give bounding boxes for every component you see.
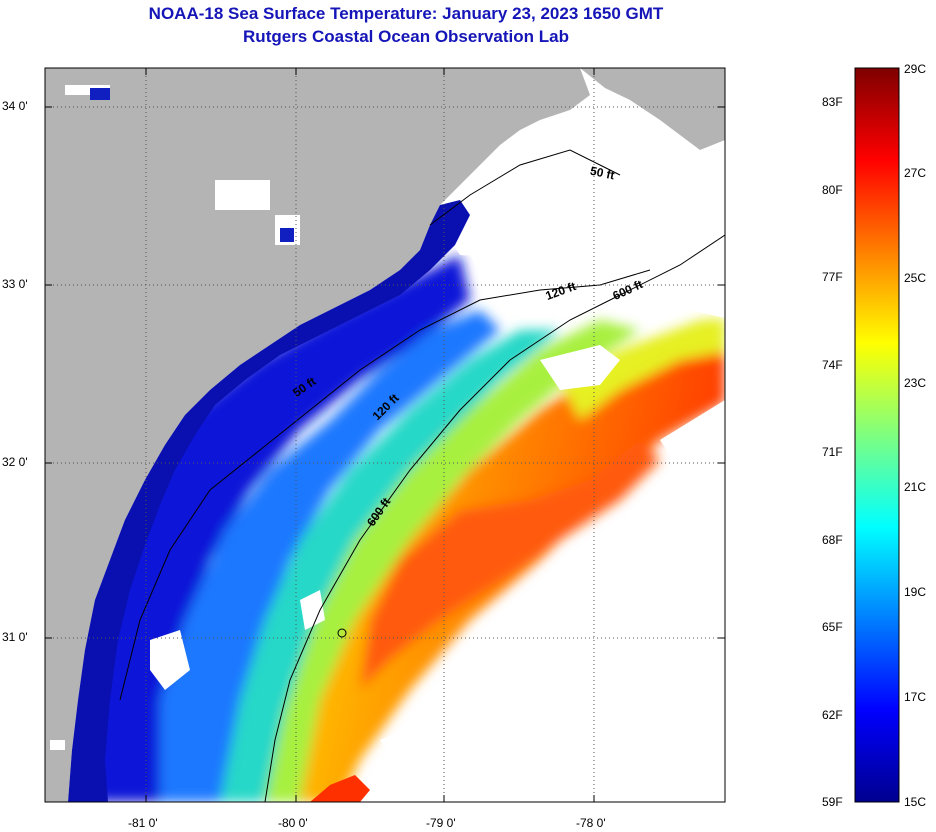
colorbar-f-label: 71F — [822, 445, 843, 459]
colorbar-f-label: 62F — [822, 708, 843, 722]
isobaths — [119, 149, 725, 802]
colorbar-frame — [854, 67, 900, 803]
lon-label-78: -78 0' — [576, 816, 606, 830]
sst-field — [85, 255, 725, 802]
colorbar-gradient — [855, 68, 899, 802]
colorbar-f-label: 59F — [822, 795, 843, 809]
colorbar-c-label: 19C — [904, 585, 927, 599]
coastal-water — [68, 200, 470, 802]
lat-label-33: 33 0' — [2, 277, 28, 291]
cloud-patches — [150, 160, 725, 802]
colorbar-c-label: 21C — [904, 480, 927, 494]
colorbar-c-label: 17C — [904, 690, 927, 704]
colorbar-c-label: 25C — [904, 271, 927, 285]
lon-label-80: -80 0' — [278, 816, 308, 830]
colorbar-c-label: 23C — [904, 376, 927, 390]
map-frame — [44, 67, 726, 803]
colorbar-f-label: 80F — [822, 183, 843, 197]
axis-ticks — [45, 68, 725, 802]
colorbar-f-label: 65F — [822, 620, 843, 634]
lat-label-32: 32 0' — [2, 455, 28, 469]
land-mass — [45, 68, 590, 802]
colorbar-c-label: 29C — [904, 62, 927, 76]
buoy-marker — [337, 628, 347, 638]
colorbar-f-label: 68F — [822, 533, 843, 547]
map-title: NOAA-18 Sea Surface Temperature: January… — [148, 4, 664, 23]
lat-label-34: 34 0' — [2, 99, 28, 113]
map-subtitle: Rutgers Coastal Ocean Observation Lab — [243, 27, 569, 46]
warm-patch — [310, 775, 370, 802]
colorbar-f-label: 83F — [822, 95, 843, 109]
graticule — [45, 68, 725, 802]
colorbar-c-label: 27C — [904, 166, 927, 180]
lon-label-81: -81 0' — [128, 816, 158, 830]
colorbar-f-label: 74F — [822, 358, 843, 372]
colorbar-f-label: 77F — [822, 270, 843, 284]
lon-label-79: -79 0' — [426, 816, 456, 830]
colorbar-c-label: 15C — [904, 795, 927, 809]
land-mass-north — [580, 68, 725, 150]
lat-label-31: 31 0' — [2, 630, 28, 644]
